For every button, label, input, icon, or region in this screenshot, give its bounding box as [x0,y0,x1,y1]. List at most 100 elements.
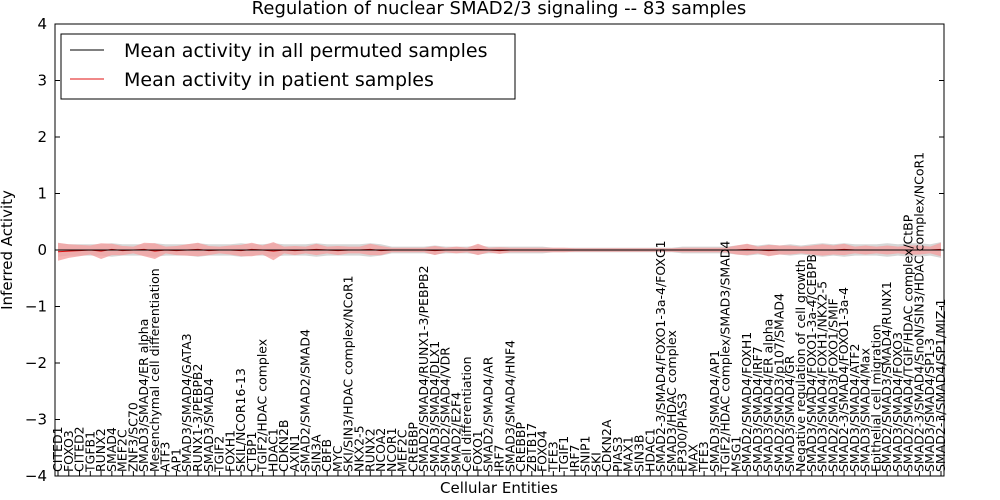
y-tick-label: −2 [25,354,47,372]
entity-label: SMAD3/SMAD4/GATA3 [179,333,194,472]
entity-label: TGIF2/HDAC complex/SMAD3/SMAD4 [718,241,733,473]
entity-label: SMAD3/SMAD4/SP1-3 [922,338,937,472]
entity-label: SMAD3/SMAD4/GR [782,355,797,472]
entity-label: TGIF2/HDAC complex [255,339,270,473]
entity-label: AXIN1 [287,434,302,472]
entity-label: HDAC1 [265,428,280,472]
entity-label: SMAD4 [104,427,119,472]
x-tick-marks [57,471,942,476]
entity-label: SMAD3/SMAD4/Max [858,348,873,472]
patient-band-group [58,242,941,261]
entity-label: EP300/PIAS3 [675,393,690,472]
entity-label: CITED2 [72,426,87,472]
entity-label: Mesenchymal cell differentiation [147,268,162,472]
entity-label: MSG1 [728,436,743,472]
entity-label: Epithelial cell migration [868,324,883,472]
entity-label: SMAD3/SMAD4 [201,378,216,472]
entity-label: ATF3 [158,442,173,472]
entity-label: RUNX2 [93,428,108,472]
entity-label: AP1 [169,448,184,472]
entity-label: RUNX2 [362,428,377,472]
y-tick-labels: −4 −3 −2 −1 0 1 2 3 4 [25,15,47,485]
y-tick-label: 4 [37,15,47,33]
entity-label: SMAD2/SMAD4/FOXH1 [739,332,754,472]
entity-label: SMAD2-3/SMAD4/SnoN/SIN3/HDAC complex/NCo… [912,152,927,472]
mean-lines-group [55,248,944,253]
entity-label: SKI [588,452,603,472]
legend-label-patient: Mean activity in patient samples [124,69,434,91]
entity-label: SMAD2-3/SMAD4/FOXO1-3a-4/FOXG1 [653,240,668,472]
y-tick-label: 0 [37,241,47,259]
legend-box [60,33,516,100]
entity-label: SMAD3/SMAD4/IRF7 [750,346,765,472]
y-tick-label: 2 [37,128,47,146]
entity-label: TFE3 [696,441,711,473]
entity-label: SMAD3/SMAD4/FOXO1-3a-4/CEBPB [804,254,819,472]
entity-label: SKIL/NCOR16-13 [233,368,248,472]
y-tick-label: 1 [37,185,47,203]
entity-label: MYC [330,445,345,472]
entity-label: SMAD2-3/SMAD4/SP1/MIZ-1 [933,299,948,473]
entity-label: SMAD2/SMAD3/SMAD4/RUNX1 [879,281,894,472]
x-axis-label: Cellular Entities [440,479,558,497]
entity-label: SMAD3/SMAD4/FOXO3 [890,332,905,472]
entity-label: MEF2C [115,429,130,472]
y-axis-label: Inferred Activity [0,190,16,310]
entity-label: SMAD2-3/SMAD4/FOXO1-3a-4 [836,287,851,472]
entity-label: CTBP1 [244,432,259,472]
entity-label: MEF2C [395,429,410,472]
entity-label: SMAD3/SMAD4/ER alpha [136,319,151,472]
entity-label: SMAD2/SMAD4/TGIF/HDAC complex/CtBP [901,214,916,472]
entity-label: CDKN2B [276,420,291,472]
entity-label: SMAD2/SMAD3/FOXO1/SMIF [825,298,840,472]
entity-label: SIN3A [308,434,323,472]
entity-label: SMAD2/SMAD3/p107/SMAD4 [772,293,787,472]
entity-label: TGFB1 [82,431,97,473]
entity-label: CITED1 [50,426,65,472]
patient-band [58,242,941,261]
entity-label: PIAS3 [610,436,625,472]
entity-label: SIN3B [632,435,647,473]
entity-label: CREBBP [405,422,420,472]
entity-label: MAX1 [621,436,636,472]
y-tick-label: −4 [25,467,47,485]
entity-label: SMAD2/SMAD4/AR [481,356,496,472]
entity-label: ZNF3/SC70 [125,402,140,472]
entity-label: Cell differentiation [459,356,474,472]
entity-label: SMAD3/SMAD4/DLX1 [427,341,442,472]
entity-label: FOXH1 [222,430,237,472]
entity-label: SMAD3/SMAD4/ER alpha [761,319,776,472]
legend: Mean activity in all permuted samples Me… [60,33,516,100]
entity-label: SMAD2/SMAD4/VDR [438,347,453,472]
entity-label: MAX [685,444,700,472]
entity-label: IRF7 [567,445,582,473]
plot-area [55,242,944,261]
entity-label: SMAD2/SMAD4/RUNX1-3/PEBPB2 [416,265,431,472]
entity-label: FOXO1 [470,430,485,472]
entity-label: TGIF2 [212,436,227,473]
entity-label: TFE3 [545,441,560,473]
entity-label: CDKN2A [599,419,614,472]
entity-label: FOXO3 [61,430,76,472]
entity-label: NKX2-5 [352,425,367,472]
entity-label: SMAD2/SMAD2/SMAD4 [298,329,313,472]
entity-label: HDAC1 [642,428,657,472]
legend-label-permuted: Mean activity in all permuted samples [124,40,487,62]
entity-label: SNIP1 [578,435,593,471]
entity-label: NCOA2 [373,428,388,472]
x-tick-labels: CITED1FOXO3CITED2TGFB1RUNX2SMAD4MEF2CZNF… [50,152,948,473]
entity-label: Negative regulation of cell growth [793,259,808,472]
entity-label: IRF7 [492,444,507,472]
entity-label: SKI/SIN3/HDAC complex/NCoR1 [341,275,356,472]
entity-label: SMAD3/SMAD4/ATF2 [847,344,862,472]
entity-label: NCOR1 [384,427,399,472]
entity-label: ZBTB17 [524,423,539,472]
chart-title: Regulation of nuclear SMAD2/3 signaling … [252,0,747,19]
y-tick-label: 3 [37,72,47,90]
entity-label: CREBBP [513,422,528,472]
entity-label: SMAD3/SMAD4/HNF4 [502,340,517,472]
entity-label: TGIF1 [556,436,571,473]
entity-label: RUNX1-3/PEBPB2 [190,364,205,472]
entity-label: SMAD2/E2F4 [448,392,463,472]
